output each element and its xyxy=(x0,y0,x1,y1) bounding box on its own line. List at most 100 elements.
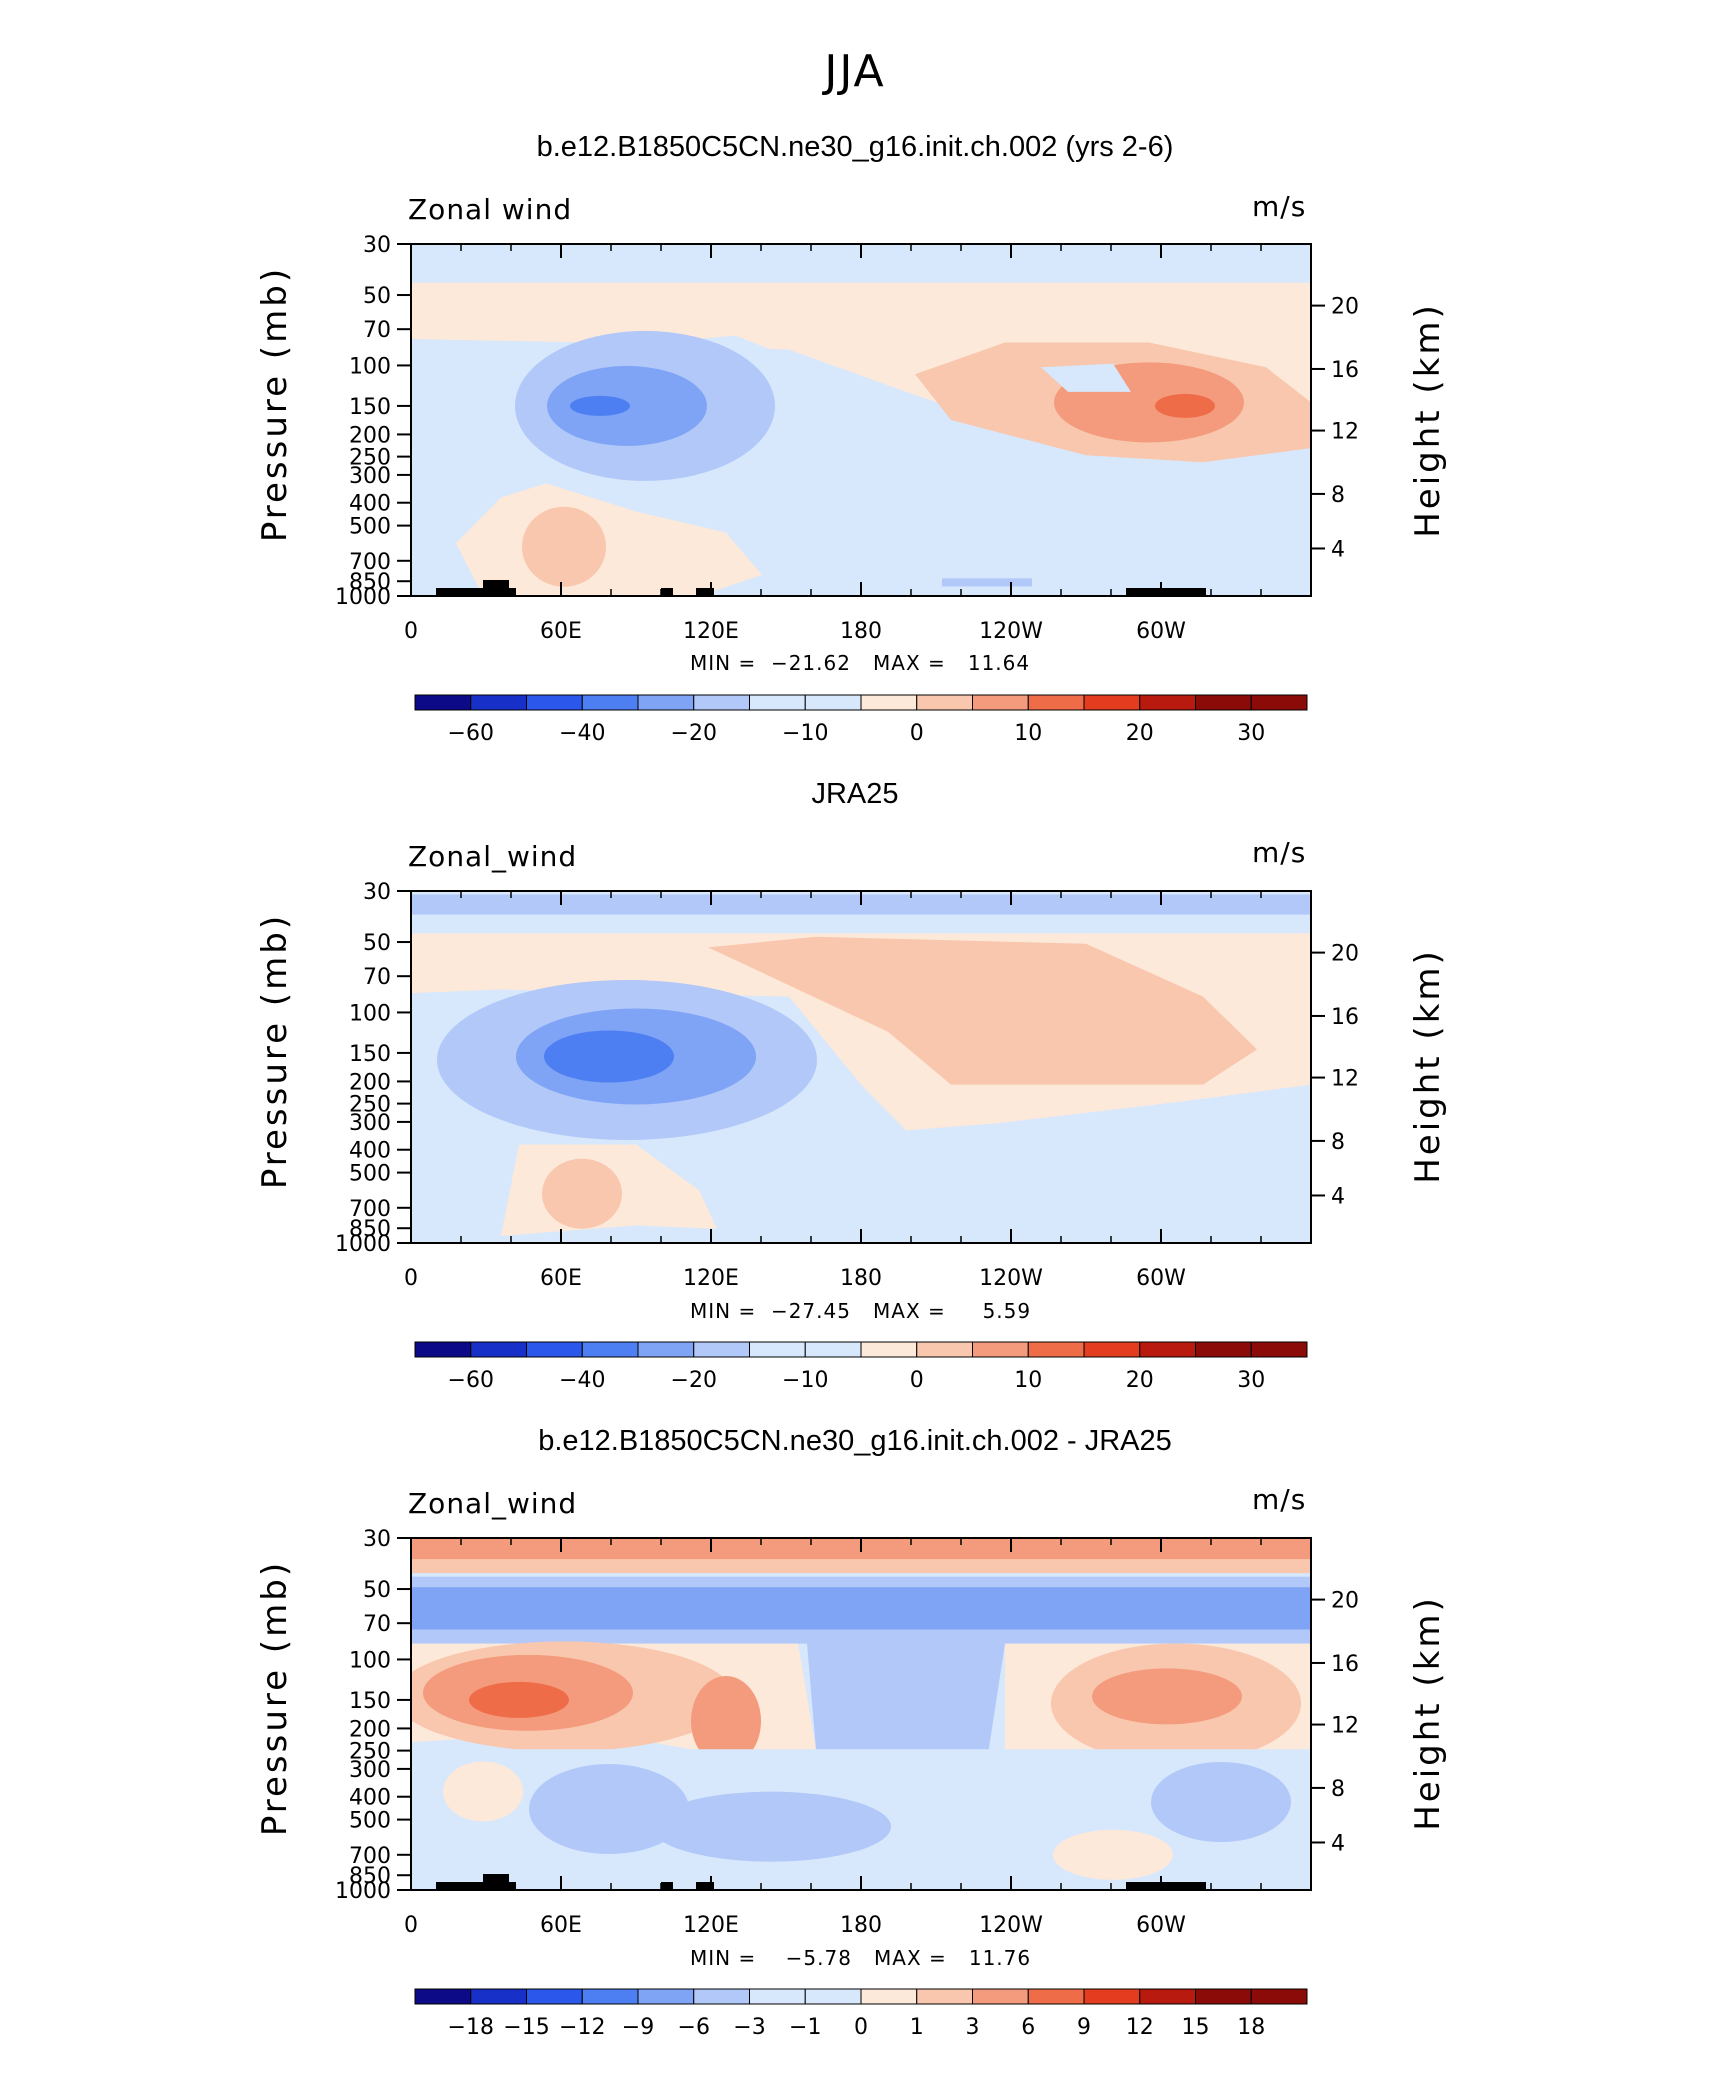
panel-3-y-tick-label: 250 xyxy=(349,1740,391,1765)
panel-3-colorbar-label: −6 xyxy=(678,2015,710,2040)
panel-2-colorbar-swatch xyxy=(804,1341,862,1358)
panel-1-colorbar-swatch xyxy=(860,694,918,711)
panel-1-colorbar-swatch xyxy=(1027,694,1085,711)
panel-2-variable-label: Zonal_wind xyxy=(408,840,578,873)
panel-3-colorbar-label: −1 xyxy=(789,2015,821,2040)
panel-1-colorbar-swatch xyxy=(637,694,695,711)
panel-3-colorbar-swatch xyxy=(581,1988,639,2005)
panel-2-y-tick-label: 1000 xyxy=(335,1232,391,1257)
panel-3-colorbar-swatch xyxy=(1195,1988,1252,2005)
panel-1-y2-tick-label: 12 xyxy=(1331,420,1359,445)
panel-2-min-max: MIN = −27.45 MAX = 5.59 xyxy=(690,1299,1032,1323)
panel-2-colorbar-label: −10 xyxy=(782,1368,828,1393)
panel-1-y2-tick-label: 16 xyxy=(1331,358,1359,383)
panel-1-colorbar-label: 20 xyxy=(1126,721,1154,746)
panel-3-contour-field xyxy=(411,1538,1311,1890)
panel-3-lower-neg-2 xyxy=(651,1791,891,1862)
panel-2-negative-max xyxy=(544,1030,674,1083)
panel-3-colorbar-label: −3 xyxy=(733,2015,765,2040)
panel-1-colorbar-label: −40 xyxy=(559,721,605,746)
panel-1-y-tick-label: 700 xyxy=(349,550,391,575)
panel-2-y2-tick-label: 16 xyxy=(1331,1005,1359,1030)
panel-2-x-tick-label: 120E xyxy=(683,1266,739,1291)
panel-1-colorbar-label: 0 xyxy=(910,721,924,746)
panel-2-x-tick-label: 0 xyxy=(404,1266,418,1291)
panel-3-negative-core xyxy=(411,1587,1311,1630)
panel-2-colorbar-label: 30 xyxy=(1237,1368,1265,1393)
panel-2-colorbar-swatch xyxy=(637,1341,695,1358)
panel-2-colorbar-swatch xyxy=(749,1341,806,1358)
panel-3-y-tick-label: 300 xyxy=(349,1758,391,1783)
panel-1-colorbar-label: −60 xyxy=(448,721,494,746)
panel-3-x-tick-label: 60E xyxy=(540,1913,582,1938)
panel-3-y2-tick-label: 4 xyxy=(1331,1831,1345,1856)
panel-1-y-tick-label: 250 xyxy=(349,446,391,471)
panel-1-x-tick-label: 60W xyxy=(1136,619,1186,644)
panel-1-y-tick-label: 100 xyxy=(349,354,391,379)
panel-3-colorbar-swatch xyxy=(1250,1988,1308,2005)
panel-2-units-label: m/s xyxy=(1252,836,1307,869)
panel-3-colorbar-label: 3 xyxy=(966,2015,980,2040)
panel-2-colorbar-swatch xyxy=(1083,1341,1141,1358)
panel-1-y-tick-label: 1000 xyxy=(335,585,391,610)
panel-1-colorbar-swatch xyxy=(804,694,862,711)
panel-1-colorbar-swatch xyxy=(1139,694,1196,711)
panel-1-y-tick-label: 500 xyxy=(349,515,391,540)
panel-2-y2-tick-label: 12 xyxy=(1331,1067,1359,1092)
panel-3-y-tick-label: 100 xyxy=(349,1648,391,1673)
panel-1-colorbar-swatch xyxy=(581,694,639,711)
panel-1-y2-tick-label: 20 xyxy=(1331,295,1359,320)
panel-3-colorbar-swatch xyxy=(860,1988,918,2005)
panel-1-y-tick-label: 150 xyxy=(349,395,391,420)
panel-1-colorbar-swatch xyxy=(693,694,750,711)
panel-1-y-tick-label: 30 xyxy=(363,233,391,258)
panel-1-x-tick-label: 0 xyxy=(404,619,418,644)
panel-2-y-tick-label: 70 xyxy=(363,965,391,990)
panel-3-colorbar-label: −12 xyxy=(559,2015,605,2040)
panel-2-colorbar-swatch xyxy=(470,1341,527,1358)
panel-3-west-max xyxy=(469,1681,569,1718)
panel-1-surface-core xyxy=(522,506,606,587)
panel-3-lower-neg-3 xyxy=(1151,1762,1291,1842)
panel-2-colorbar-swatch xyxy=(1195,1341,1252,1358)
panel-2-y-tick-label: 200 xyxy=(349,1070,391,1095)
panel-1-min-max: MIN = −21.62 MAX = 11.64 xyxy=(690,651,1031,675)
panel-2-colorbar-label: 10 xyxy=(1014,1368,1042,1393)
panel-1-colorbar-swatch xyxy=(1195,694,1252,711)
panel-3-colorbar-label: −9 xyxy=(622,2015,654,2040)
panel-2-y-tick-label: 850 xyxy=(349,1217,391,1242)
panel-2-title: JRA25 xyxy=(811,778,899,810)
panel-1-colorbar-label: −20 xyxy=(671,721,717,746)
panel-3-y-tick-label: 150 xyxy=(349,1689,391,1714)
panel-1-colorbar-swatch xyxy=(972,694,1029,711)
panel-1-jet-max xyxy=(1155,393,1215,418)
panel-3-colorbar-label: 9 xyxy=(1077,2015,1091,2040)
panel-2-y-tick-label: 30 xyxy=(363,880,391,905)
panel-3-colorbar-swatch xyxy=(804,1988,862,2005)
panel-1-colorbar-swatch xyxy=(526,694,583,711)
panel-3-colorbar-label: −18 xyxy=(448,2015,494,2040)
panel-3-y2-tick-label: 8 xyxy=(1331,1777,1345,1802)
panel-2-positive-core xyxy=(708,936,1257,1085)
panel-1-colorbar-swatch xyxy=(1083,694,1141,711)
panel-2-colorbar-swatch xyxy=(581,1341,639,1358)
panel-1-y-tick-label: 50 xyxy=(363,284,391,309)
panel-2-x-tick-label: 180 xyxy=(840,1266,882,1291)
panel-3-y2-tick-label: 16 xyxy=(1331,1652,1359,1677)
panel-2-y-tick-label: 500 xyxy=(349,1162,391,1187)
panel-3-x-tick-label: 180 xyxy=(840,1913,882,1938)
panel-1-x-tick-label: 180 xyxy=(840,619,882,644)
panel-1-y-tick-label: 400 xyxy=(349,492,391,517)
panel-1-y-tick-label: 300 xyxy=(349,464,391,489)
panel-3-title: b.e12.B1850C5CN.ne30_g16.init.ch.002 - J… xyxy=(538,1425,1172,1457)
panel-3-colorbar-swatch xyxy=(972,1988,1029,2005)
panel-2-y-tick-label: 400 xyxy=(349,1139,391,1164)
panel-2-x-tick-label: 120W xyxy=(979,1266,1043,1291)
panel-3-y-tick-label: 30 xyxy=(363,1527,391,1552)
panel-2-y-tick-label: 50 xyxy=(363,931,391,956)
panel-3-lower-neg-1 xyxy=(529,1764,689,1855)
panel-2-y2-tick-label: 4 xyxy=(1331,1184,1345,1209)
panel-3-colorbar-swatch xyxy=(470,1988,527,2005)
panel-1-units-label: m/s xyxy=(1252,190,1307,223)
